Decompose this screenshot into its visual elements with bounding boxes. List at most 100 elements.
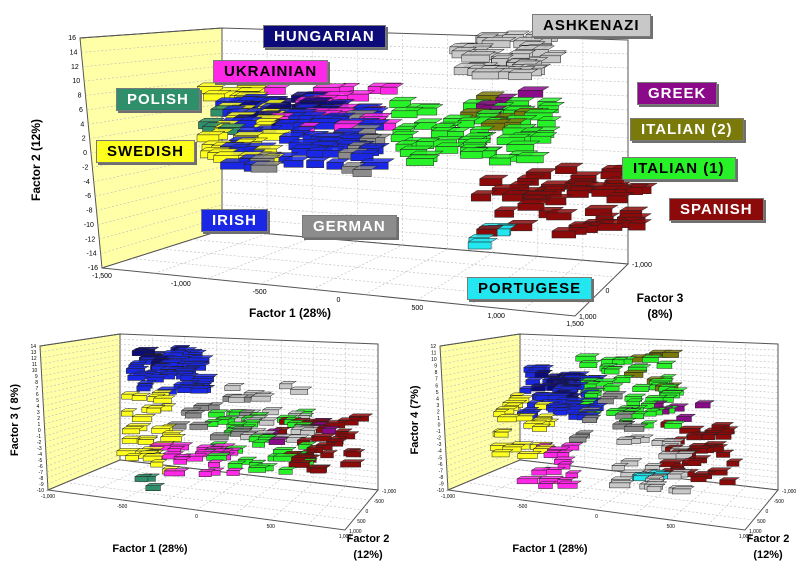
x-axis-title: Factor 1 (28%): [249, 306, 331, 320]
data-point: [492, 450, 513, 452]
y-tick-label: 6: [79, 107, 83, 114]
x-axis-title: Factor 1 (28%): [512, 543, 588, 555]
z-tick-label: 500: [757, 519, 766, 525]
z-axis-title-line2: (12%): [753, 549, 783, 561]
data-point: [605, 369, 620, 374]
y-tick-label: -2: [82, 164, 88, 171]
data-point: [192, 376, 215, 378]
data-point: [518, 200, 550, 204]
data-point: [524, 109, 558, 113]
data-point: [321, 453, 334, 458]
data-point: [646, 395, 667, 397]
data-point: [612, 466, 624, 471]
data-point: [518, 90, 543, 97]
data-point: [165, 356, 189, 358]
data-point: [489, 158, 510, 165]
data-point: [607, 196, 628, 203]
data-point: [660, 459, 684, 461]
data-point: [231, 429, 253, 431]
y-tick-label: 10: [431, 357, 437, 363]
y-tick-label: 10: [72, 78, 80, 85]
data-point: [517, 476, 542, 478]
y-tick-label: 16: [68, 35, 76, 42]
data-point: [495, 432, 509, 437]
y-tick-label: -8: [439, 475, 444, 481]
data-point: [659, 384, 679, 386]
data-point: [340, 462, 360, 467]
data-point: [672, 489, 690, 494]
data-point: [621, 470, 646, 472]
data-point: [128, 373, 149, 375]
data-point: [122, 438, 137, 443]
data-point: [524, 421, 547, 423]
data-point: [665, 388, 687, 390]
data-point: [546, 198, 566, 205]
data-point: [340, 460, 364, 462]
data-point: [300, 430, 314, 435]
x-tick-label: -1,000: [171, 281, 191, 288]
data-point: [210, 433, 232, 435]
data-point: [659, 452, 680, 454]
data-point: [720, 480, 736, 485]
data-point: [185, 413, 201, 418]
label-ashkenazi: ASHKENAZI: [532, 14, 651, 37]
data-point: [716, 452, 729, 457]
data-point: [614, 378, 630, 383]
data-point: [518, 203, 544, 210]
data-point: [569, 435, 590, 437]
data-point: [532, 470, 547, 475]
data-point: [558, 481, 581, 483]
data-point: [126, 423, 151, 425]
data-point: [647, 487, 661, 492]
data-point: [502, 194, 522, 201]
data-point: [161, 434, 186, 436]
x-tick-label: -1,000: [41, 494, 55, 500]
data-point: [161, 437, 182, 442]
data-point: [508, 73, 531, 80]
data-point: [310, 466, 330, 468]
z-tick-label: 1,000: [579, 314, 597, 321]
y-tick-label: 5: [436, 390, 439, 396]
y-tick-label: 6: [435, 383, 438, 389]
y-tick-label: 12: [71, 64, 79, 71]
y-axis-title: Factor 3 ( 8%): [9, 384, 21, 456]
data-point: [225, 386, 240, 391]
data-point: [621, 459, 642, 461]
y-tick-label: 7: [435, 377, 438, 383]
data-point: [472, 72, 499, 79]
data-point: [642, 357, 658, 362]
data-point: [310, 468, 326, 473]
x-tick-label: 500: [411, 305, 423, 312]
data-point: [503, 124, 537, 128]
data-point: [229, 397, 245, 402]
data-point: [664, 421, 685, 423]
data-point: [558, 483, 577, 488]
data-point: [507, 141, 540, 145]
data-point: [220, 162, 244, 169]
data-point: [708, 468, 731, 470]
data-point: [472, 68, 505, 72]
data-point: [562, 443, 583, 445]
data-point: [190, 386, 211, 388]
data-point: [300, 97, 333, 101]
data-point: [269, 437, 289, 439]
data-point: [265, 87, 286, 94]
data-point: [642, 355, 662, 357]
data-point: [462, 51, 496, 55]
data-point: [624, 426, 644, 431]
data-point: [228, 463, 242, 468]
data-point: [164, 469, 189, 471]
y-tick-label: 3: [436, 403, 439, 409]
data-point: [509, 396, 533, 398]
data-point: [207, 453, 231, 455]
y-tick-label: 2: [437, 409, 440, 415]
data-point: [660, 391, 683, 393]
data-point: [174, 382, 196, 384]
data-point: [316, 443, 336, 445]
y-tick-label: -6: [438, 462, 443, 468]
data-point: [291, 455, 315, 457]
data-point: [603, 384, 623, 386]
data-point: [323, 92, 354, 96]
x-tick-label: -500: [117, 504, 127, 510]
data-point: [496, 407, 518, 409]
